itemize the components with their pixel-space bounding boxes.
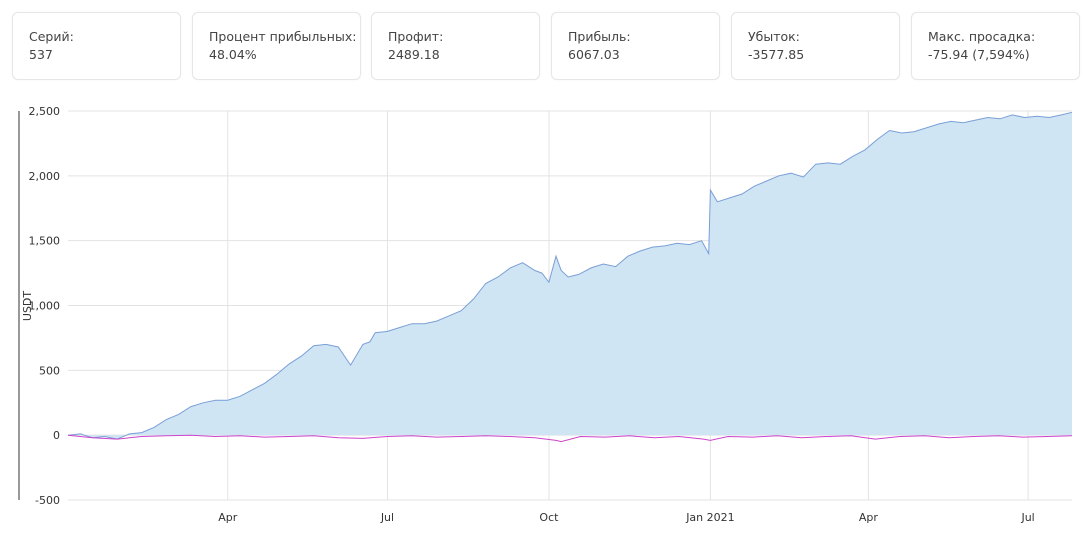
stats-row: Серий: 537 Процент прибыльных: 48.04% Пр… — [12, 12, 1080, 80]
x-tick-label: Jul — [1020, 511, 1034, 524]
y-tick-label: 1,000 — [29, 300, 61, 313]
stat-value: 537 — [29, 47, 53, 62]
stat-label: Серий: — [29, 29, 74, 44]
y-tick-label: 500 — [39, 364, 60, 377]
stat-value: 48.04% — [209, 47, 257, 62]
x-tick-label: Jan 2021 — [685, 511, 734, 524]
stat-label: Макс. просадка: — [928, 29, 1036, 44]
stat-label: Процент прибыльных: — [209, 29, 357, 44]
stat-label: Убыток: — [748, 29, 800, 44]
stat-card-win-rate: Процент прибыльных: 48.04% — [192, 12, 361, 80]
stat-card-max-drawdown: Макс. просадка: -75.94 (7,594%) — [911, 12, 1080, 80]
stat-card-loss: Убыток: -3577.85 — [731, 12, 900, 80]
x-tick-label: Apr — [859, 511, 879, 524]
y-tick-label: -500 — [35, 494, 60, 507]
y-tick-labels: -500 0 500 1,000 1,500 2,000 2,500 — [29, 105, 61, 507]
stat-card-gain: Прибыль: 6067.03 — [551, 12, 720, 80]
profit-chart: -500 0 500 1,000 1,500 2,000 2,500 Apr Jul Oct Ja… — [18, 105, 1073, 524]
y-tick-label: 1,500 — [29, 235, 61, 248]
stat-value: -3577.85 — [748, 47, 805, 62]
drawdown-line — [67, 434, 1073, 443]
x-tick-labels: Apr Jul Oct Jan 2021 Apr Jul — [218, 511, 1035, 524]
x-tick-label: Jul — [380, 511, 394, 524]
profit-area — [68, 112, 1072, 440]
x-tick-label: Apr — [218, 511, 238, 524]
y-axis-label: USDT — [21, 291, 34, 322]
stat-value: 6067.03 — [568, 47, 620, 62]
x-tick-label: Oct — [539, 511, 559, 524]
stat-value: 2489.18 — [388, 47, 440, 62]
stat-card-series: Серий: 537 — [12, 12, 181, 80]
stat-value: -75.94 (7,594%) — [928, 47, 1030, 62]
chart-series — [67, 111, 1073, 443]
y-tick-label: 0 — [53, 429, 60, 442]
profit-line — [67, 111, 1073, 440]
y-tick-label: 2,000 — [29, 170, 61, 183]
y-tick-label: 2,500 — [29, 105, 61, 118]
stat-label: Профит: — [388, 29, 444, 44]
stat-label: Прибыль: — [568, 29, 631, 44]
stat-card-profit: Профит: 2489.18 — [371, 12, 540, 80]
